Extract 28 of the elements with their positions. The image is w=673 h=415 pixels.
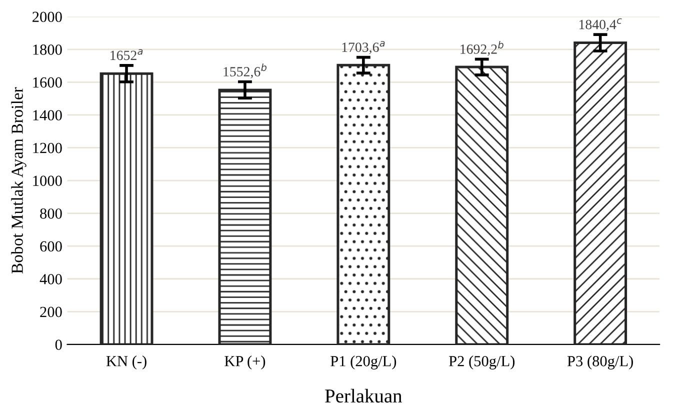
bar <box>100 72 154 344</box>
x-tick-label: KP (+) <box>224 356 266 370</box>
x-tick-label: KN (-) <box>106 356 146 370</box>
y-tick-label: 1600 <box>33 77 62 88</box>
bar <box>336 64 390 344</box>
bar <box>574 42 628 344</box>
y-tick-label: 2000 <box>32 12 62 22</box>
data-label: 1692,2$^{b}$ <box>460 40 504 56</box>
data-label: 1703,6$^{a}$ <box>342 41 385 54</box>
bar <box>218 88 272 344</box>
y-tick-label: 1800 <box>33 44 62 55</box>
x-tick-label: P1 (20g/L) <box>330 356 396 370</box>
y-tick-label: 400 <box>40 274 62 284</box>
data-label: 1840,4$^{c}$ <box>579 18 622 32</box>
data-label: 1552,6$^{b}$ <box>224 64 267 78</box>
x-tick-label: P2 (50g/L) <box>448 356 515 370</box>
bar <box>455 66 509 344</box>
x-axis-title: Perlakuan <box>325 388 402 403</box>
y-tick-label: 1200 <box>33 142 62 154</box>
y-axis-title: Bobot Mutlak Ayam Broiler <box>11 87 26 274</box>
y-tick-label: 0 <box>55 340 62 350</box>
x-tick-label: P3 (80g/L) <box>567 356 633 370</box>
y-tick-label: 600 <box>40 241 62 252</box>
y-tick-label: 1000 <box>33 176 62 186</box>
y-tick-label: 800 <box>40 208 62 219</box>
y-tick-label: 200 <box>40 306 62 318</box>
data-label: 1652$^{a}$ <box>110 49 143 60</box>
y-tick-label: 1400 <box>33 110 62 120</box>
